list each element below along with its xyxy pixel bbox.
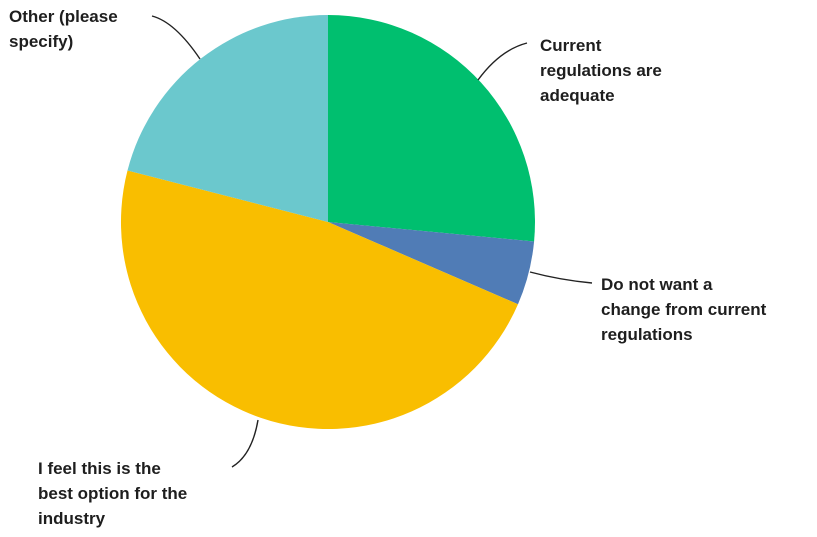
label-line: adequate [540,86,615,105]
pie-slice-0 [328,15,535,242]
pie-slice-2 [120,170,518,430]
pie-slice-1 [328,222,535,305]
leader-lines [151,15,593,468]
slice-label-current-regulations: Current regulations are adequate [540,36,667,105]
leader-line-do-not-want-change [529,271,593,284]
label-line: industry [38,509,106,528]
leader-line-current-regulations [477,42,528,81]
slice-labels: Current regulations are adequate Do not … [9,7,771,528]
slice-label-best-option: I feel this is the best option for the i… [38,459,192,528]
label-line: Other (please [9,7,118,26]
leader-line-best-option [231,419,259,468]
label-line: Do not want a [601,275,713,294]
pie-slices [120,14,535,430]
label-line: Current [540,36,602,55]
slice-label-other: Other (please specify) [9,7,122,51]
label-line: specify) [9,32,73,51]
label-line: change from current [601,300,767,319]
label-line: I feel this is the [38,459,161,478]
pie-slice-3 [127,14,328,222]
slice-label-do-not-want-change: Do not want a change from current regula… [601,275,771,344]
leader-line-other [151,15,201,60]
label-line: regulations [601,325,693,344]
label-line: regulations are [540,61,662,80]
label-line: best option for the [38,484,187,503]
